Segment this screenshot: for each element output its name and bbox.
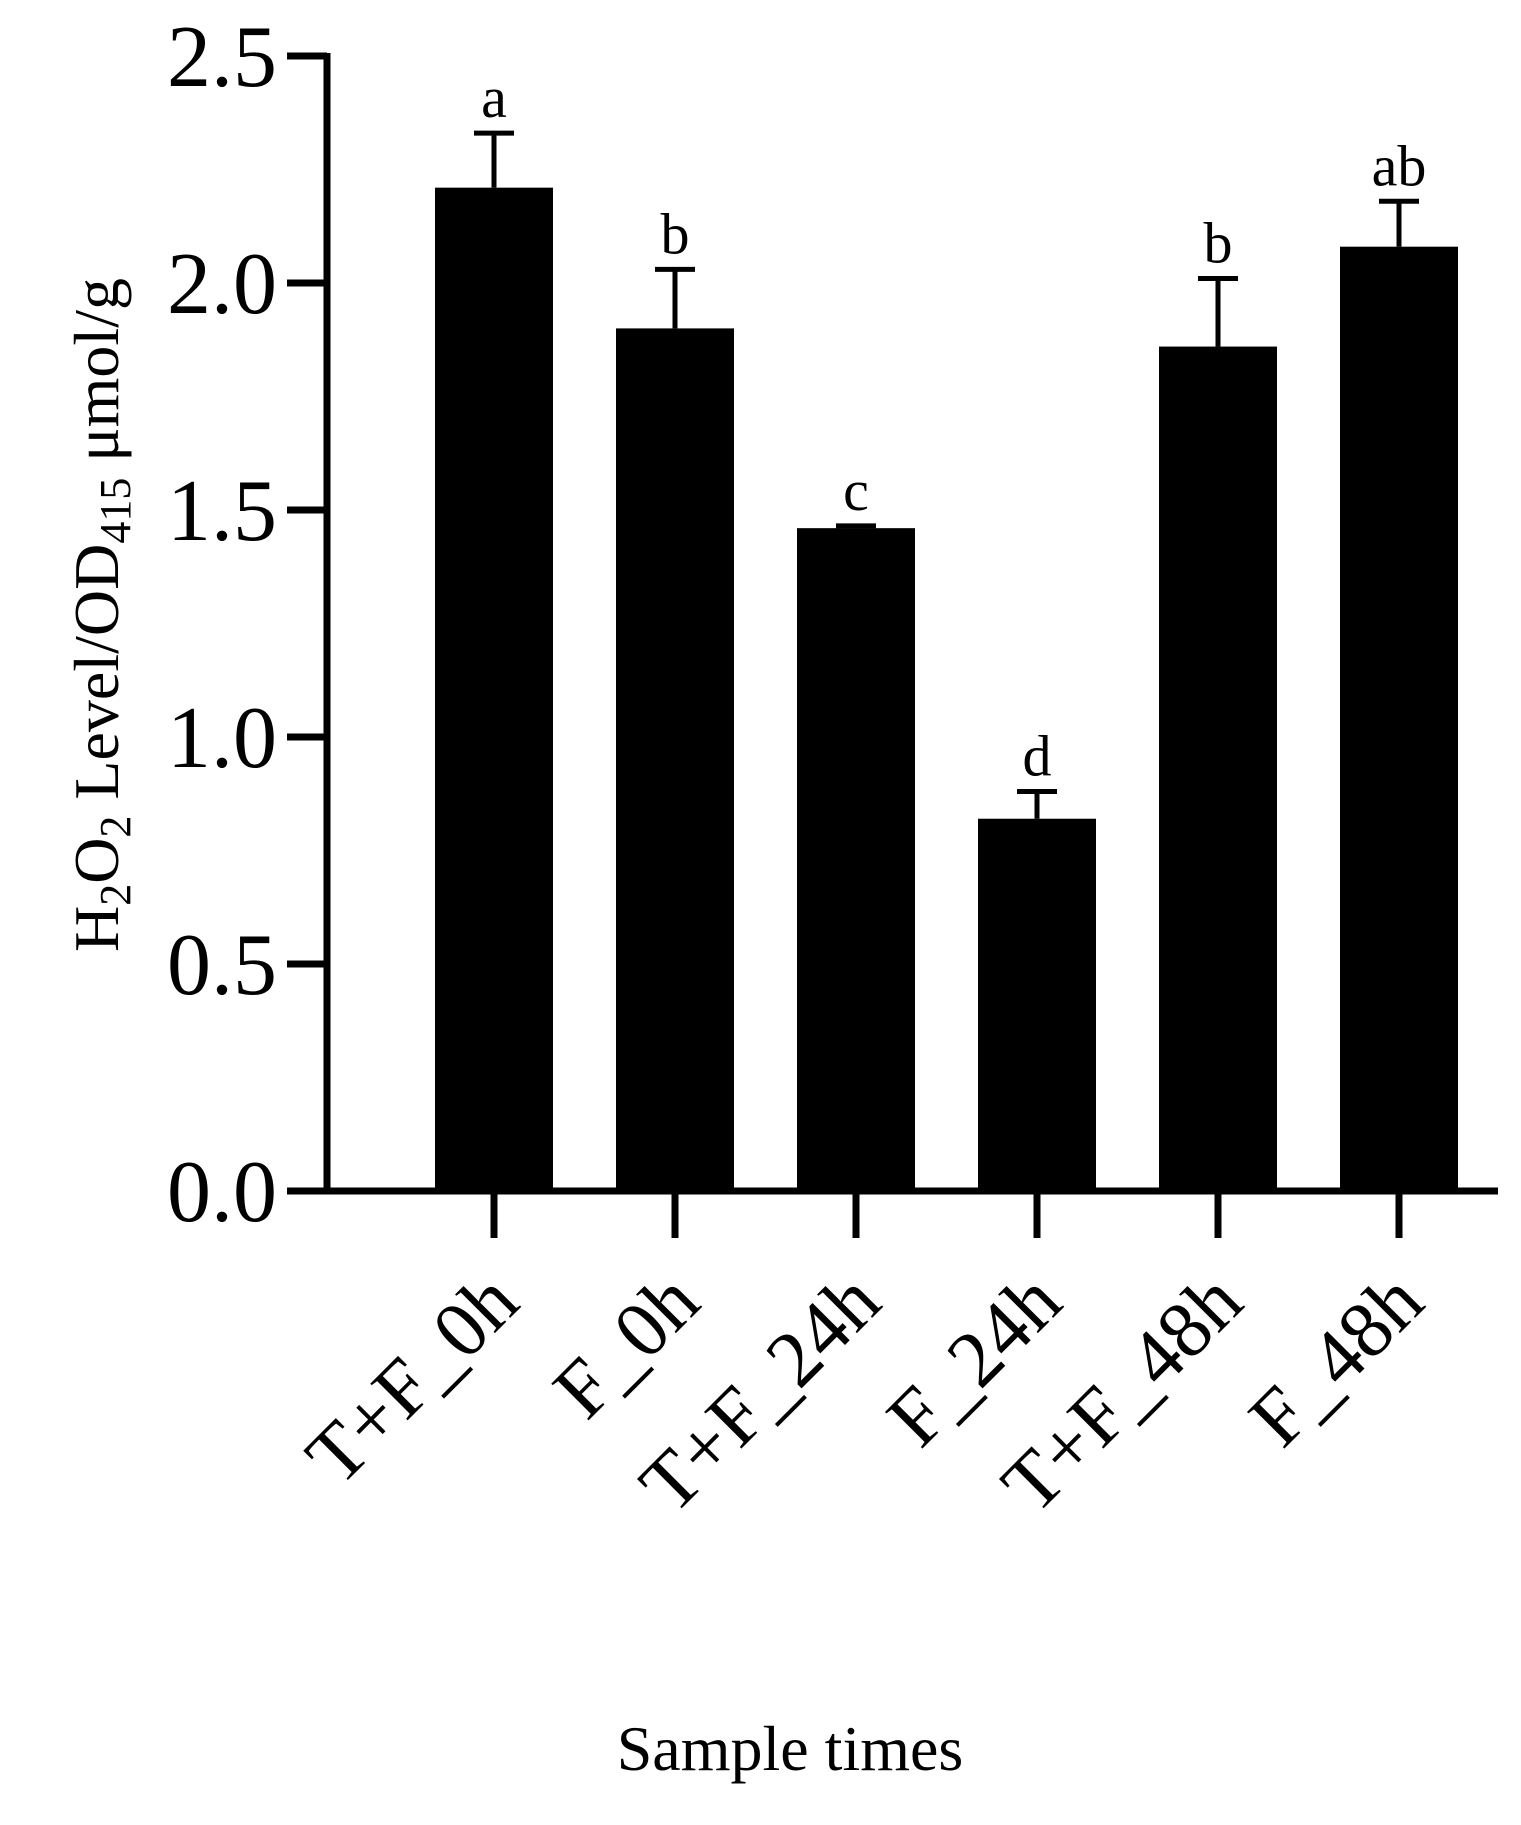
bar xyxy=(978,818,1096,1191)
error-bars-group xyxy=(474,130,1419,819)
y-tick-label: 2.0 xyxy=(167,236,277,333)
bar xyxy=(1159,346,1277,1191)
y-tick-label: 0.5 xyxy=(167,917,277,1014)
bars-group xyxy=(435,187,1458,1191)
ylabel-subscript: 415 xyxy=(91,478,140,544)
significance-label: a xyxy=(481,65,507,130)
ylabel-part: O xyxy=(61,838,132,884)
x-tick-label: F_48h xyxy=(1233,1257,1440,1464)
significance-label: b xyxy=(1204,210,1233,275)
bar xyxy=(616,328,734,1191)
significance-label: d xyxy=(1023,723,1052,788)
significance-label: ab xyxy=(1372,133,1427,198)
significance-label: b xyxy=(661,201,690,266)
x-axis-title: Sample times xyxy=(617,1713,964,1784)
bar xyxy=(797,528,915,1191)
bar xyxy=(435,187,553,1191)
ylabel-subscript: 2 xyxy=(91,884,140,906)
significance-label: c xyxy=(843,458,869,523)
x-tick-label: T+F_0h xyxy=(290,1257,535,1502)
y-axis-title: H2O2 Level/OD415 μmol/g xyxy=(61,278,140,952)
y-tick-label: 1.5 xyxy=(167,463,277,560)
y-tick-label: 0.0 xyxy=(167,1144,277,1241)
ylabel-subscript: 2 xyxy=(91,816,140,838)
ylabel-part: Level/OD xyxy=(61,544,132,816)
y-tick-label: 1.0 xyxy=(167,690,277,787)
y-tick-label: 2.5 xyxy=(167,9,277,106)
ylabel-part: H xyxy=(61,906,132,952)
y-ticks-group: 0.0 0.5 1.0 1.5 2.0 2.5 xyxy=(167,9,327,1241)
ylabel-part: μmol/g xyxy=(61,278,132,478)
bar xyxy=(1340,246,1458,1191)
